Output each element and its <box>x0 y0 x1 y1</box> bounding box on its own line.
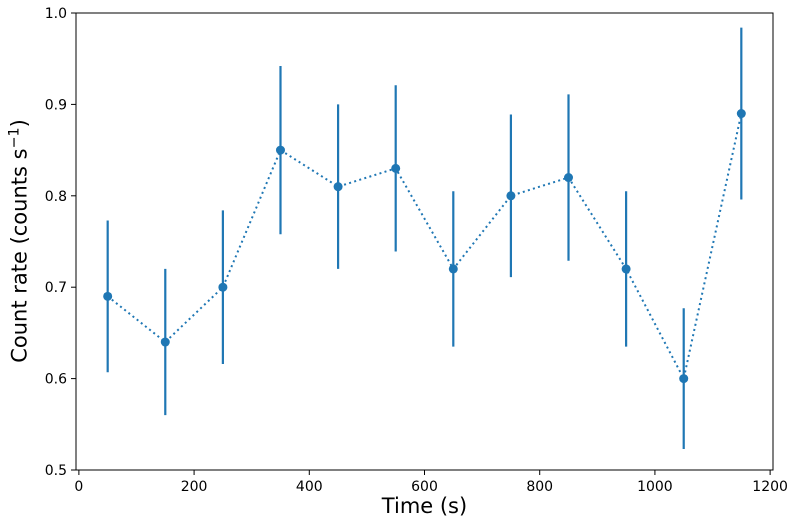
x-tick-label: 800 <box>526 479 553 495</box>
y-tick-label: 0.5 <box>45 463 67 479</box>
data-point <box>448 264 458 274</box>
data-point <box>218 282 228 292</box>
x-axis-label: Time (s) <box>381 494 468 518</box>
x-tick-label: 400 <box>296 479 323 495</box>
data-point <box>736 109 746 119</box>
y-axis-label-suffix: ) <box>7 119 32 128</box>
x-tick-label: 0 <box>74 479 83 495</box>
x-tick-label: 1200 <box>752 479 788 495</box>
data-line <box>107 113 743 382</box>
data-point <box>160 337 170 347</box>
data-point <box>679 374 689 384</box>
y-axis-label-superscript: −1 <box>6 127 23 149</box>
y-tick-label: 0.6 <box>45 372 67 388</box>
data-point <box>103 291 113 301</box>
data-point <box>564 173 574 183</box>
data-point <box>275 145 285 155</box>
x-tick-label: 600 <box>411 479 438 495</box>
data-point <box>333 182 343 192</box>
data-point <box>391 163 401 173</box>
plot-area-border <box>75 12 774 471</box>
y-tick-label: 0.7 <box>45 280 67 296</box>
data-point <box>506 191 516 201</box>
y-tick-label: 0.9 <box>45 97 67 113</box>
x-tick-label: 200 <box>181 479 208 495</box>
x-tick-label: 1000 <box>637 479 673 495</box>
y-axis-label-text: Count rate (counts s <box>7 148 32 363</box>
y-tick-label: 0.8 <box>45 189 67 205</box>
y-tick-label: 1.0 <box>45 6 67 22</box>
data-point <box>621 264 631 274</box>
y-axis-label: Count rate (counts s−1) <box>6 119 32 363</box>
